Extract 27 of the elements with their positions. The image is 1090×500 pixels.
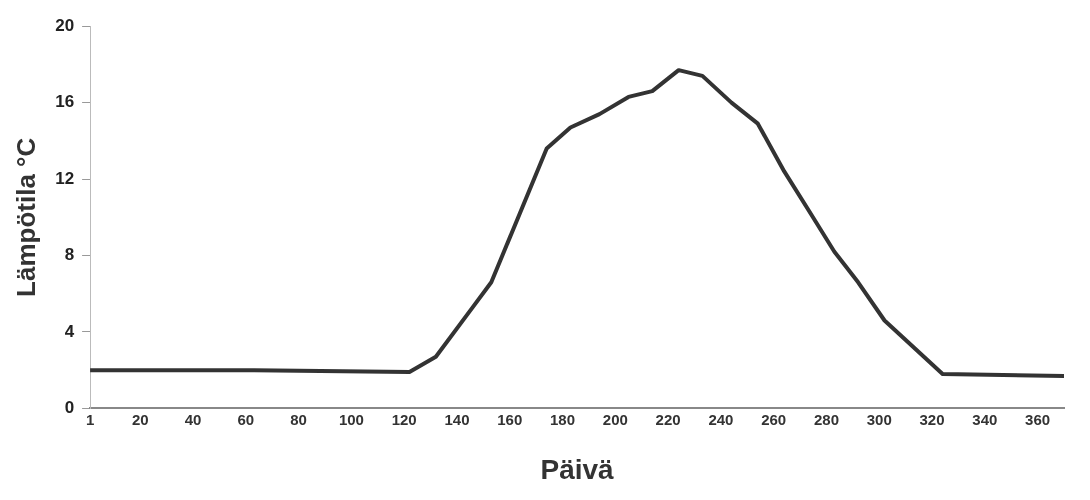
x-tick-label: 200: [602, 410, 628, 428]
y-tick-label: 16: [55, 92, 75, 112]
x-tick-label: 300: [866, 410, 892, 428]
y-tick-label: 0: [64, 398, 75, 418]
x-tick-label: 320: [919, 410, 945, 428]
x-tick-label: 260: [761, 410, 787, 428]
x-tick-label: 20: [131, 410, 149, 428]
y-tick-label: 12: [55, 168, 75, 188]
x-tick-label: 100: [338, 410, 364, 428]
x-tick-label: 80: [290, 410, 307, 428]
x-tick-label: 40: [184, 410, 202, 428]
x-tick-label: 360: [1025, 410, 1051, 428]
x-tick-label: 140: [444, 410, 470, 428]
y-axis-title: Lämpötila °C: [10, 137, 41, 297]
y-tick-label: 20: [55, 15, 75, 35]
x-tick-label: 340: [972, 410, 998, 428]
x-tick-label: 120: [391, 410, 417, 428]
x-axis-title: Päivä: [540, 453, 615, 485]
x-tick-label: 240: [708, 410, 734, 428]
x-tick-label: 220: [655, 410, 681, 428]
x-tick-label: 1: [85, 410, 95, 428]
y-tick-label: 4: [64, 321, 75, 341]
x-tick-label: 180: [550, 410, 576, 428]
y-tick-label: 8: [64, 245, 75, 265]
x-tick-label: 160: [497, 410, 523, 428]
x-tick-label: 280: [813, 410, 839, 428]
x-tick-label: 60: [237, 410, 255, 428]
